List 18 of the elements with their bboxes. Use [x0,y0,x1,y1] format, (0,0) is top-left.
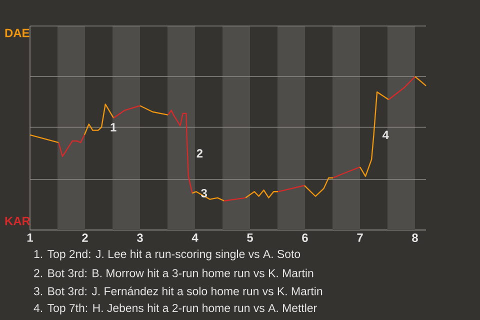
x-tick-label: 4 [192,234,198,242]
annotation: 2 [196,149,203,158]
annotation: 3 [201,188,207,198]
x-tick-label: 3 [136,234,143,242]
text: 4. Top 7th: H. Jebens hit a 2-run home run vs A. Mettler [34,304,317,314]
x-tick-label: 7 [357,234,363,242]
text: 3. Bot 3rd: J. Fernández hit a solo home run vs K. Martin [34,286,322,296]
annotation: 4 [382,130,389,140]
x-tick-label: 2 [82,234,88,242]
annotation: 1 [110,123,116,132]
annotation: KAR [5,216,30,226]
x-tick-label: 5 [247,234,253,242]
text: 2. Bot 3rd: B. Morrow hit a 3-run home run vs K. Martin [34,268,314,278]
x-tick-label: 6 [302,234,308,242]
text: 1. Top 2nd: J. Lee hit a run-scoring single vs A. Soto [34,250,300,260]
text: DAE [5,28,30,38]
x-tick-label: 8 [412,234,418,242]
x-tick-label: 1 [27,234,33,242]
